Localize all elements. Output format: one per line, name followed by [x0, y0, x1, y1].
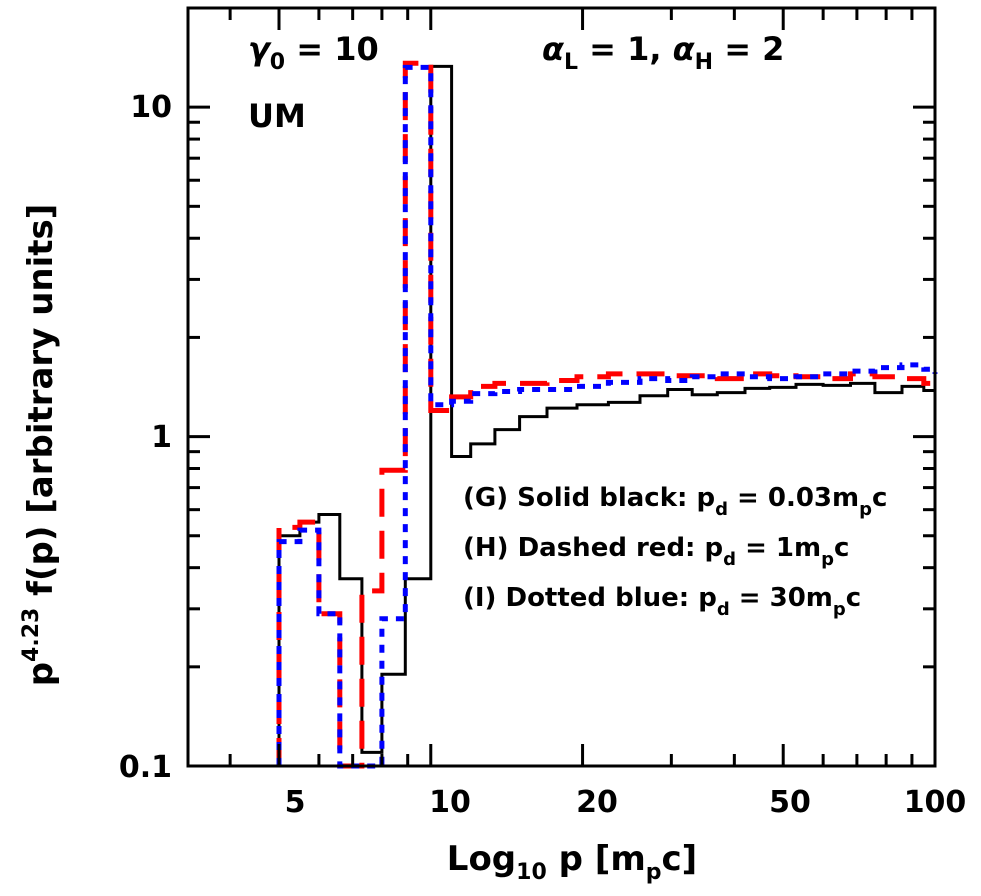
legend-entry-i: (I) Dotted blue: pd = 30mpc — [463, 583, 861, 620]
series-line-1 — [276, 60, 935, 769]
legend-entry-g: (G) Solid black: pd = 0.03mpc — [463, 483, 887, 520]
y-tick-label-10: 10 — [130, 90, 172, 125]
model-annotation: UM — [248, 97, 306, 135]
x-tick-label-5: 5 — [285, 785, 306, 820]
x-tick-label-10: 10 — [429, 785, 471, 820]
x-tick-label-20: 20 — [576, 785, 618, 820]
series-layer — [276, 60, 938, 769]
plot-frame — [186, 6, 937, 768]
y-axis-label: p4.23 f(p) [arbitrary units] — [19, 204, 61, 687]
y-tick-label-0.1: 0.1 — [119, 750, 172, 785]
legend: (G) Solid black: pd = 0.03mpc (H) Dashed… — [463, 483, 887, 620]
ticks-layer — [188, 6, 937, 768]
alpha-annotation: αL = 1, αH = 2 — [542, 30, 784, 75]
x-axis-label: Log10 p [mpc] — [447, 839, 697, 885]
series-line-0 — [277, 64, 937, 766]
x-tick-label-50: 50 — [769, 785, 811, 820]
series-line-2 — [276, 64, 938, 769]
gamma-annotation: γ0 = 10 — [248, 30, 379, 75]
legend-entry-h: (H) Dashed red: pd = 1mpc — [463, 533, 849, 570]
x-tick-label-100: 100 — [904, 785, 967, 820]
y-tick-label-1: 1 — [151, 420, 172, 455]
